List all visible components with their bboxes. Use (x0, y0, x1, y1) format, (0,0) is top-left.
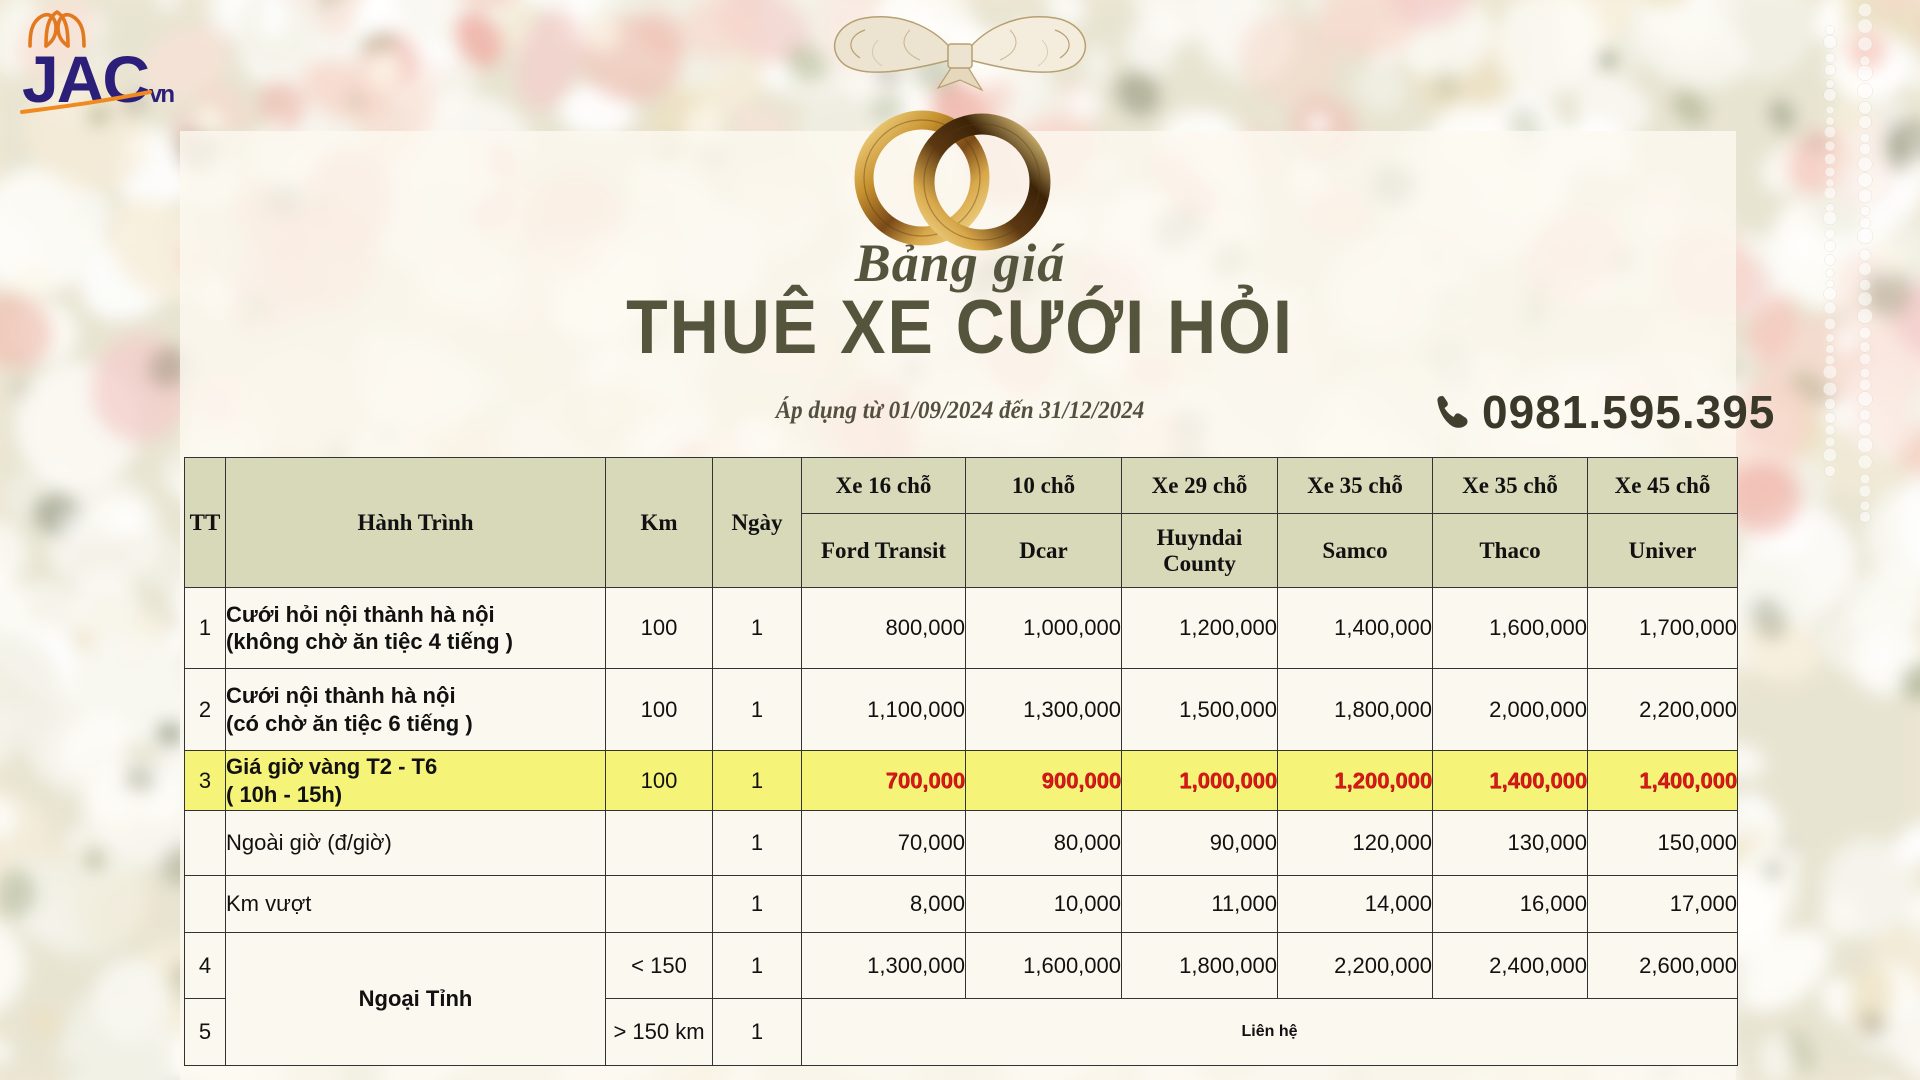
svg-text:JACvn: JACvn (22, 42, 174, 116)
